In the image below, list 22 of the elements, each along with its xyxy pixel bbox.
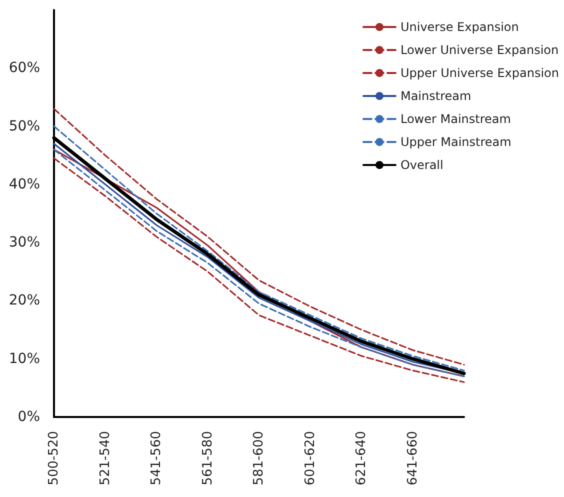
y-tick-label: 60%	[8, 60, 40, 76]
y-tick-label: 40%	[8, 176, 40, 192]
y-tick-label: 50%	[8, 118, 40, 134]
x-tick-label: 561-580	[200, 431, 216, 486]
legend-label: Universe Expansion	[400, 20, 519, 34]
y-tick-label: 30%	[8, 234, 40, 251]
legend-label: Lower Universe Expansion	[400, 43, 559, 57]
x-tick-label: 581-600	[252, 431, 266, 486]
x-tick-label: 641-660	[405, 431, 420, 486]
x-tick-label: 621-640	[354, 431, 369, 486]
legend-label: Lower Mainstream	[400, 112, 511, 126]
y-tick-label: 0%	[18, 409, 40, 425]
legend-label: Mainstream	[400, 89, 472, 103]
legend-label: Upper Mainstream	[400, 135, 512, 149]
legend-label: Upper Universe Expansion	[400, 66, 559, 80]
x-tick-label: 521-540	[98, 431, 113, 486]
x-tick-label: 601-620	[302, 431, 318, 486]
legend-label: Overall	[400, 158, 444, 172]
x-tick-label: 500-520	[46, 431, 62, 486]
y-tick-label: 20%	[8, 292, 40, 309]
x-tick-label: 541-560	[149, 431, 164, 486]
y-tick-label: 10%	[8, 350, 40, 367]
